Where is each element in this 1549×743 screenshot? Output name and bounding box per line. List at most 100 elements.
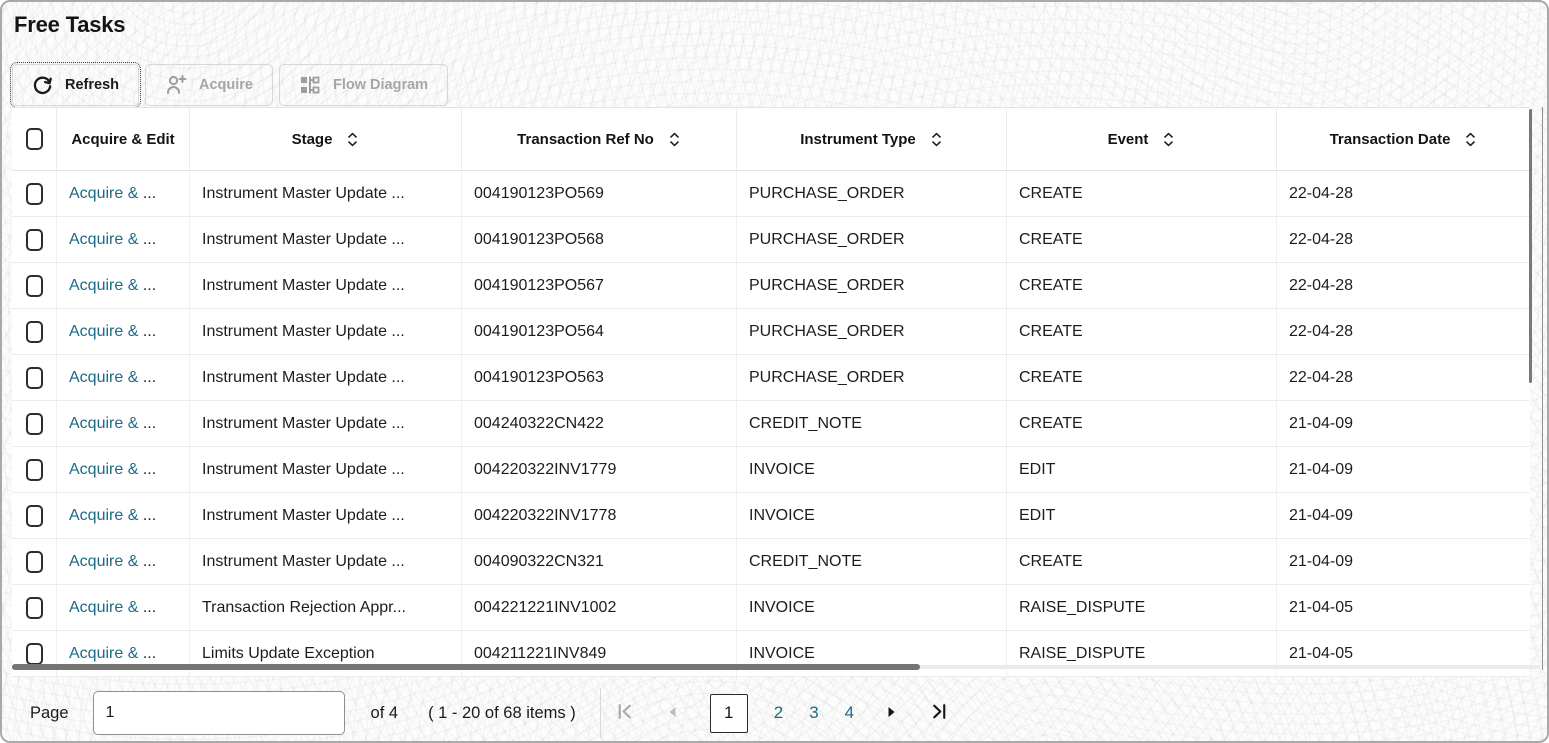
stage-cell: Transaction Rejection Appr... [190,585,462,630]
last-page-icon [930,702,949,724]
stage-cell: Instrument Master Update ... [190,309,462,354]
acquire-edit-link[interactable]: Acquire & ... [69,506,157,524]
event-cell: CREATE [1007,309,1277,354]
column-header[interactable]: Transaction Date [1277,108,1530,170]
table-row: Acquire & ... Instrument Master Update .… [12,171,1530,217]
row-checkbox[interactable] [25,228,43,251]
pagination-divider [599,688,601,738]
next-page-button[interactable] [880,702,902,724]
acquire-edit-link[interactable]: Acquire & ... [69,322,157,340]
current-page-indicator[interactable]: 1 [709,693,748,733]
row-select-cell [12,585,57,630]
row-select-cell [12,631,57,676]
acquire-edit-link[interactable]: Acquire & ... [69,184,157,202]
acquire-edit-cell: Acquire & ... [57,355,190,400]
acquire-edit-link[interactable]: Acquire & ... [69,644,157,662]
table-row: Acquire & ... Instrument Master Update .… [12,217,1530,263]
transaction-date-cell: 22-04-28 [1289,368,1354,386]
page-link-3[interactable]: 3 [809,703,819,722]
transaction-date-cell: 22-04-28 [1289,322,1354,340]
row-select-cell [12,493,57,538]
event-cell: CREATE [1007,217,1277,262]
select-all-checkbox[interactable] [25,128,43,150]
flow-diagram-icon [299,74,321,96]
page-title: Free Tasks [14,12,126,37]
instrument-type-cell: PURCHASE_ORDER [737,171,1007,216]
sort-icon[interactable] [1162,132,1175,147]
acquire-edit-link[interactable]: Acquire & ... [69,368,157,386]
column-header[interactable]: Instrument Type [737,108,1007,170]
table-row: Acquire & ... Instrument Master Update .… [12,309,1530,355]
row-checkbox[interactable] [25,550,43,573]
acquire-edit-link[interactable]: Acquire & ... [69,552,157,570]
row-select-cell [12,447,57,492]
acquire-edit-link[interactable]: Acquire & ... [69,230,157,248]
acquire-edit-cell: Acquire & ... [57,493,190,538]
column-header-label: Event [1107,130,1149,148]
previous-page-button[interactable] [662,702,684,724]
previous-page-icon [665,704,681,723]
transaction-ref-cell: 004190123PO569 [462,171,737,216]
row-checkbox[interactable] [25,458,43,481]
sort-icon[interactable] [346,132,359,147]
column-header[interactable]: Acquire & Edit [57,108,190,170]
page-number-input[interactable] [92,691,345,735]
acquire-edit-link[interactable]: Acquire & ... [69,598,157,616]
table-row: Acquire & ... Instrument Master Update .… [12,539,1530,585]
transaction-date-cell: 21-04-09 [1289,460,1354,478]
acquire-edit-cell: Acquire & ... [57,585,190,630]
row-checkbox[interactable] [25,320,43,343]
instrument-type-cell: PURCHASE_ORDER [737,355,1007,400]
column-header-label: Acquire & Edit [71,130,175,148]
row-checkbox[interactable] [25,182,43,205]
refresh-button[interactable]: Refresh [10,62,141,108]
transaction-ref-cell: 004190123PO563 [462,355,737,400]
first-page-button[interactable] [614,702,636,724]
row-checkbox[interactable] [25,274,43,297]
column-header-label: Stage [291,130,333,148]
event-cell: CREATE [1007,539,1277,584]
page-count-label: of 4 [370,703,399,722]
sort-icon[interactable] [668,132,681,147]
flow-diagram-button[interactable]: Flow Diagram [279,64,449,106]
row-select-cell [12,355,57,400]
row-select-cell [12,217,57,262]
last-page-button[interactable] [928,702,950,724]
page-link-4[interactable]: 4 [844,703,855,722]
row-checkbox[interactable] [25,366,43,389]
row-checkbox[interactable] [25,504,43,527]
items-range-label: ( 1 - 20 of 68 items ) [428,703,576,722]
vertical-scrollbar-thumb[interactable] [1529,109,1532,383]
acquire-edit-link[interactable]: Acquire & ... [69,414,157,432]
stage-cell: Instrument Master Update ... [190,355,462,400]
row-checkbox[interactable] [25,596,43,619]
event-cell: CREATE [1007,401,1277,446]
event-cell: CREATE [1007,171,1277,216]
row-checkbox[interactable] [25,642,43,665]
acquire-button[interactable]: Acquire [145,64,273,106]
column-header[interactable]: Event [1007,108,1277,170]
transaction-date-cell: 22-04-28 [1289,184,1354,202]
acquire-edit-cell: Acquire & ... [57,631,190,676]
page-link-2[interactable]: 2 [773,703,784,722]
sort-icon[interactable] [1464,132,1477,147]
row-select-cell [12,539,57,584]
row-checkbox[interactable] [25,412,43,435]
column-header-label: Transaction Date [1329,130,1451,148]
stage-cell: Instrument Master Update ... [190,263,462,308]
acquire-edit-link[interactable]: Acquire & ... [69,276,157,294]
instrument-type-cell: PURCHASE_ORDER [737,309,1007,354]
stage-cell: Limits Update Exception [190,631,462,676]
table-row: Acquire & ... Instrument Master Update .… [12,447,1530,493]
acquire-edit-cell: Acquire & ... [57,263,190,308]
transaction-ref-cell: 004090322CN321 [462,539,737,584]
page-label: Page [30,703,69,722]
stage-cell: Instrument Master Update ... [190,171,462,216]
instrument-type-cell: INVOICE [737,631,1007,676]
instrument-type-cell: CREDIT_NOTE [737,401,1007,446]
sort-icon[interactable] [930,132,943,147]
column-header[interactable]: Transaction Ref No [462,108,737,170]
column-header[interactable]: Stage [190,108,462,170]
acquire-edit-link[interactable]: Acquire & ... [69,460,157,478]
horizontal-scrollbar-thumb[interactable] [12,664,920,670]
